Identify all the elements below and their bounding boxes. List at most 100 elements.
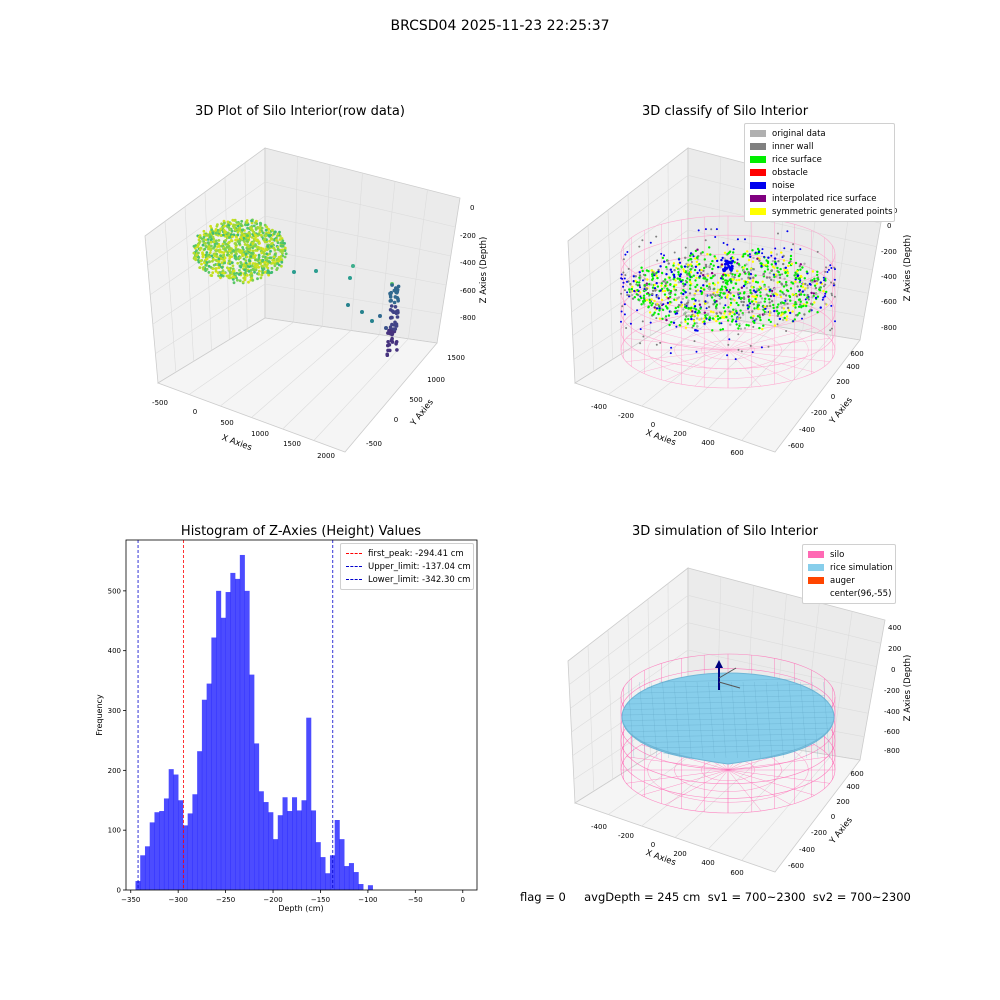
data-point <box>277 255 281 259</box>
data-point <box>751 286 754 289</box>
data-point <box>822 296 825 299</box>
data-point <box>682 292 685 296</box>
data-point <box>729 297 732 301</box>
data-point <box>685 296 688 299</box>
data-point <box>749 255 752 258</box>
data-point <box>793 274 796 277</box>
status-footer: flag = 0 avgDepth = 245 cm sv1 = 700~230… <box>520 890 911 904</box>
data-point <box>675 309 679 313</box>
data-point <box>629 290 632 293</box>
legend-entry: rice simulation <box>808 561 893 574</box>
data-point <box>276 245 280 249</box>
data-point <box>684 311 687 314</box>
surface-mesh-line <box>639 739 817 743</box>
data-point <box>261 271 265 274</box>
data-point <box>706 274 710 277</box>
data-point <box>720 263 724 266</box>
grid-line <box>568 595 689 685</box>
data-point <box>773 275 776 279</box>
data-point <box>269 249 272 253</box>
data-point <box>278 258 282 261</box>
classify-z-tick: -600 <box>881 298 897 306</box>
data-point <box>223 221 226 225</box>
data-point <box>251 249 255 253</box>
legend-label: Upper_limit: -137.04 cm <box>368 561 471 572</box>
data-point <box>626 251 629 253</box>
data-point <box>696 248 699 251</box>
grid-line <box>570 622 689 709</box>
data-point <box>626 280 628 283</box>
data-point <box>685 315 688 318</box>
x-tick-label: −150 <box>311 896 330 904</box>
data-point <box>830 327 833 330</box>
data-point <box>833 295 836 298</box>
data-point <box>277 248 281 252</box>
data-point <box>390 332 395 336</box>
data-point <box>648 293 651 296</box>
data-point <box>236 261 240 265</box>
data-point <box>817 276 820 279</box>
data-point <box>745 323 748 327</box>
histogram-title: Histogram of Z-Axies (Height) Values <box>180 524 422 539</box>
data-point <box>821 298 824 301</box>
data-point <box>784 283 788 286</box>
data-point <box>743 327 747 330</box>
data-point <box>735 311 738 315</box>
data-point <box>642 300 645 303</box>
grid-line <box>220 326 323 407</box>
data-point <box>252 239 256 243</box>
data-point <box>689 263 693 266</box>
classify-point-cloud <box>620 228 836 361</box>
data-point <box>272 255 276 259</box>
data-point <box>703 322 706 325</box>
data-point <box>281 252 284 255</box>
data-point <box>799 263 802 266</box>
data-point <box>217 257 221 261</box>
data-point <box>695 276 698 280</box>
data-point <box>216 223 219 227</box>
data-point <box>675 325 678 328</box>
data-point <box>211 267 215 270</box>
data-point <box>710 271 714 275</box>
data-point <box>782 301 785 305</box>
data-point <box>738 322 741 325</box>
data-point <box>805 301 808 304</box>
data-point <box>384 326 388 330</box>
data-point <box>813 280 816 283</box>
data-point <box>252 245 256 248</box>
data-point <box>639 328 642 331</box>
data-point <box>792 243 795 246</box>
data-point <box>192 244 196 248</box>
data-point <box>786 272 790 275</box>
data-point <box>264 228 268 232</box>
data-point <box>267 228 271 231</box>
legend-entry: symmetric generated points <box>750 205 893 218</box>
simulation-z-tick: 400 <box>888 624 901 632</box>
data-point <box>777 260 780 263</box>
data-point <box>693 268 697 272</box>
data-point <box>757 307 760 311</box>
data-point <box>799 293 803 296</box>
data-point <box>214 228 218 231</box>
data-point <box>692 324 695 327</box>
data-point <box>236 278 239 282</box>
data-point <box>659 289 662 292</box>
data-point <box>254 238 258 242</box>
data-point <box>232 249 235 253</box>
data-point <box>387 328 392 333</box>
simulation-y-tick: -200 <box>811 829 827 837</box>
data-point <box>780 306 784 309</box>
histogram-bar <box>344 866 350 890</box>
data-point <box>202 241 206 245</box>
data-point <box>715 319 718 323</box>
grid-line <box>264 181 456 228</box>
legend-label: rice simulation <box>830 562 893 573</box>
data-point <box>692 297 695 300</box>
data-point <box>751 249 754 252</box>
data-point <box>746 281 749 284</box>
raw-z-label: Z Axies (Depth) <box>479 237 489 304</box>
data-point <box>202 238 206 241</box>
data-point <box>263 252 266 256</box>
data-point <box>653 311 656 314</box>
data-point <box>744 238 746 241</box>
